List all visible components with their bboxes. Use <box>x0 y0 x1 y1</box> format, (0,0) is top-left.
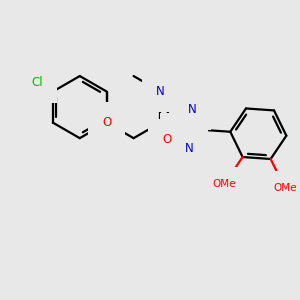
Text: N: N <box>185 142 194 155</box>
Text: O: O <box>174 127 184 140</box>
Text: Cl: Cl <box>32 76 43 89</box>
Text: N: N <box>188 103 197 116</box>
Text: OMe: OMe <box>273 183 297 193</box>
Text: OMe: OMe <box>213 179 236 189</box>
Text: N: N <box>156 85 165 98</box>
Text: O: O <box>163 133 172 146</box>
Text: O: O <box>102 116 111 129</box>
